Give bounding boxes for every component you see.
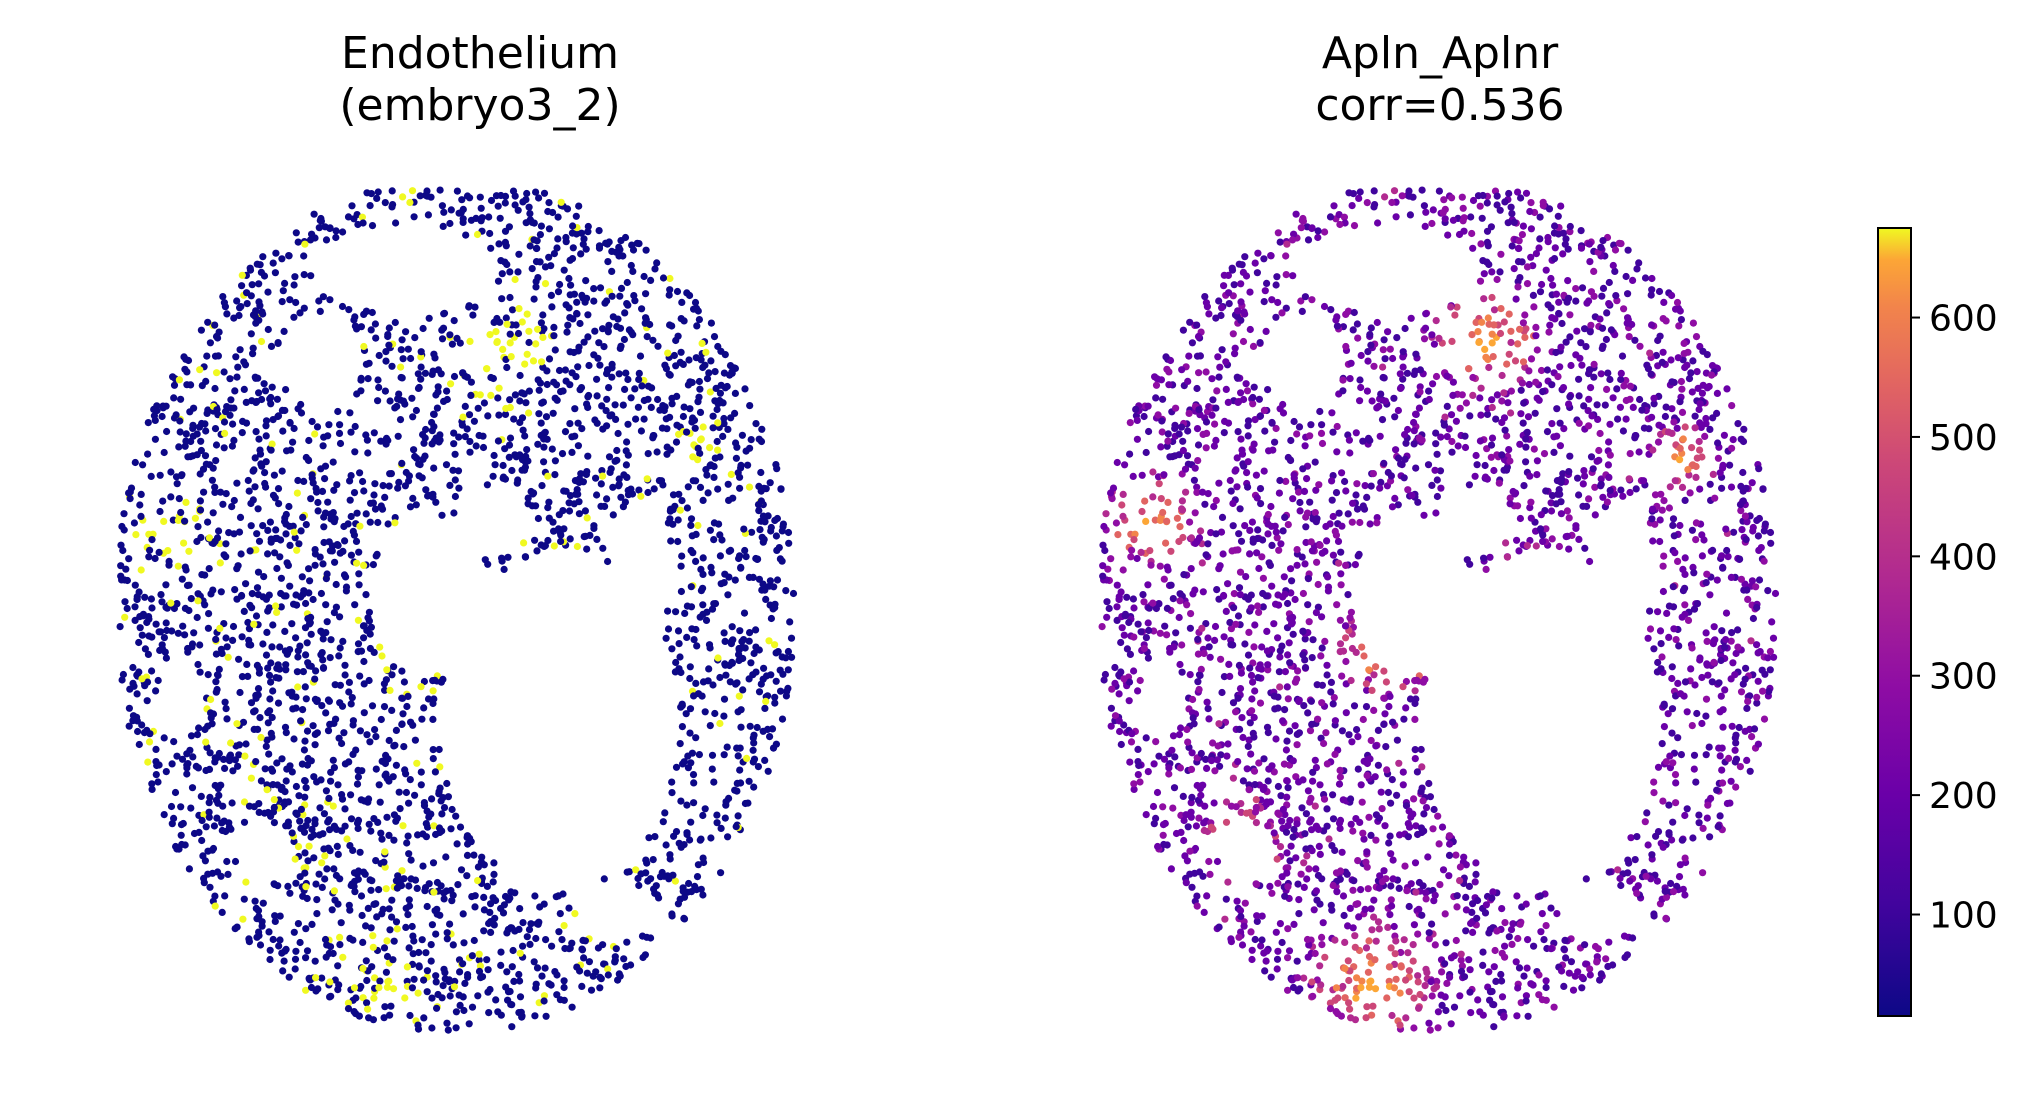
left-scatter-plot xyxy=(116,186,798,1034)
colorbar-tick-label: 200 xyxy=(1929,776,1998,817)
right-title-line-2: corr=0.536 xyxy=(1315,80,1565,131)
colorbar: 100 200 300 400 500 600 xyxy=(1877,227,1998,1017)
colorbar-tick-label: 500 xyxy=(1929,418,1998,459)
colorbar-tick-label: 300 xyxy=(1929,657,1998,698)
colorbar-tick-label: 600 xyxy=(1929,299,1998,340)
left-title-line-2: (embryo3_2) xyxy=(339,80,621,131)
right-scatter-plot xyxy=(1098,186,1780,1034)
right-panel-title: Apln_Aplnr corr=0.536 xyxy=(1160,28,1720,132)
colorbar-tick-label: 100 xyxy=(1929,896,1998,937)
right-title-line-1: Apln_Aplnr xyxy=(1321,28,1559,79)
colorbar-gradient xyxy=(1877,227,1912,1017)
left-title-line-1: Endothelium xyxy=(341,28,619,79)
left-panel-title: Endothelium (embryo3_2) xyxy=(200,28,760,132)
colorbar-tick-label: 400 xyxy=(1929,537,1998,578)
